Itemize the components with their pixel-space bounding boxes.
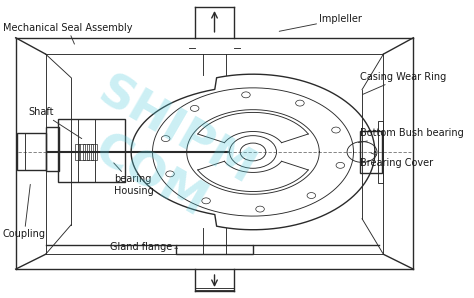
Text: Bottom Bush bearing: Bottom Bush bearing [358, 128, 464, 142]
Bar [58, 119, 125, 181]
Bar [17, 133, 46, 170]
Text: Gland flange: Gland flange [110, 243, 178, 252]
Bar [195, 288, 234, 290]
Text: Mechanical Seal Assembly: Mechanical Seal Assembly [3, 23, 132, 44]
Text: SHIPM
COM: SHIPM COM [64, 70, 263, 240]
Bar [360, 131, 382, 173]
Text: Impleller: Impleller [279, 14, 362, 31]
Bar [91, 144, 97, 160]
Bar [75, 144, 81, 160]
Bar [79, 144, 84, 160]
Text: Coupling: Coupling [3, 184, 46, 239]
Bar [176, 245, 253, 254]
Bar [46, 127, 59, 171]
Text: bearing
Housing: bearing Housing [114, 163, 154, 196]
Bar [87, 144, 93, 160]
Text: Brearing Cover: Brearing Cover [360, 153, 433, 168]
Text: Casing Wear Ring: Casing Wear Ring [360, 72, 446, 94]
Bar [378, 121, 383, 183]
Bar [83, 144, 89, 160]
Text: Shaft: Shaft [28, 108, 82, 139]
